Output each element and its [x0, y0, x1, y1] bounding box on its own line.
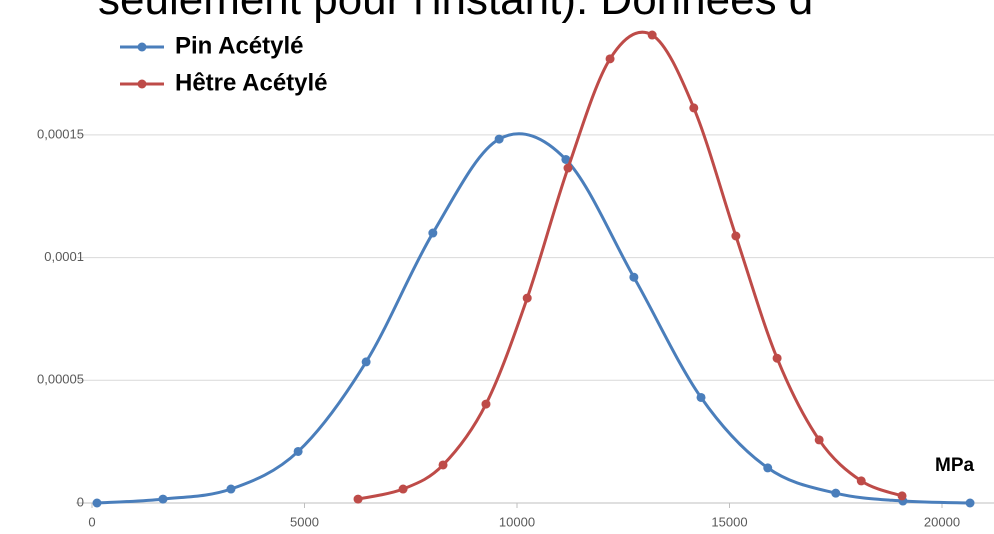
data-point — [763, 463, 773, 473]
data-point — [561, 154, 571, 164]
y-tick-label: 0,0001 — [44, 249, 84, 264]
x-tick-label: 15000 — [711, 514, 747, 529]
data-point — [438, 460, 448, 470]
data-point — [398, 484, 408, 494]
data-point — [629, 272, 639, 282]
data-point — [92, 498, 102, 508]
data-point — [494, 134, 504, 144]
x-tick-label: 0 — [88, 514, 95, 529]
data-point — [772, 353, 782, 363]
x-axis-title: MPa — [935, 455, 975, 476]
data-point — [522, 293, 532, 303]
data-point — [897, 491, 907, 501]
y-tick-label: 0,00015 — [37, 126, 84, 141]
data-point — [428, 228, 438, 238]
data-point — [831, 488, 841, 498]
data-point — [293, 446, 303, 456]
data-point — [814, 435, 824, 445]
data-point — [158, 494, 168, 504]
y-tick-label: 0,00005 — [37, 372, 84, 387]
series-line — [96, 132, 971, 505]
legend-marker — [137, 79, 147, 89]
x-tick-label: 20000 — [924, 514, 960, 529]
data-point — [353, 494, 363, 504]
data-point — [856, 476, 866, 486]
data-point — [226, 484, 236, 494]
data-point — [481, 399, 491, 409]
data-point — [563, 163, 573, 173]
data-point — [605, 54, 615, 64]
data-point — [689, 103, 699, 113]
legend-marker — [137, 42, 147, 52]
x-tick-label: 10000 — [499, 514, 535, 529]
data-point — [696, 392, 706, 402]
legend-label: Pin Acétylé — [175, 32, 304, 59]
data-point — [731, 231, 741, 241]
data-point — [361, 357, 371, 367]
legend-label: Hêtre Acétylé — [175, 69, 328, 96]
series-line — [357, 30, 903, 501]
caption: seulement pour l'instant). Données d — [98, 0, 813, 24]
data-point — [965, 498, 975, 508]
x-tick-label: 5000 — [290, 514, 319, 529]
data-point — [647, 30, 657, 40]
y-tick-label: 0 — [77, 494, 84, 509]
